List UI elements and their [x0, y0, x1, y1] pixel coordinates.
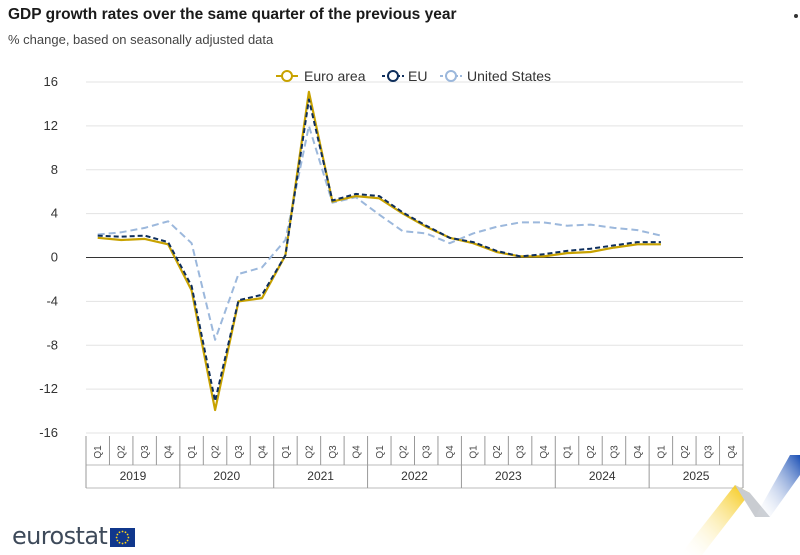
x-tick-label: Q1 [469, 445, 480, 459]
x-tick-label: Q1 [375, 445, 386, 459]
x-tick-label: Q4 [351, 445, 362, 459]
legend-label: EU [408, 68, 427, 84]
series-line-united-states [97, 124, 662, 341]
x-tick-label: Q2 [117, 445, 128, 459]
eu-flag-icon [110, 527, 136, 547]
x-tick-label: Q3 [328, 445, 339, 459]
chart-subtitle: % change, based on seasonally adjusted d… [8, 32, 274, 47]
line-chart: 16 12 8 4 0 -4 -8 -12 -16 Q1 Q2 Q3 Q4 Q1 Q2 Q3 Q4 Q1 Q2 Q3 Q… [39, 68, 744, 489]
year-label: 2024 [589, 469, 616, 483]
chart-menu-icon[interactable] [794, 14, 798, 18]
y-tick-label: 8 [51, 162, 58, 177]
x-tick-label: Q1 [656, 445, 667, 459]
x-tick-label: Q4 [539, 445, 550, 459]
x-tick-label: Q4 [445, 445, 456, 459]
x-tick-label: Q1 [563, 445, 574, 459]
year-label: 2019 [120, 469, 147, 483]
x-tick-label: Q1 [281, 445, 292, 459]
x-tick-label: Q4 [164, 445, 175, 459]
x-tick-label: Q2 [398, 445, 409, 459]
legend-label: Euro area [304, 68, 366, 84]
y-tick-label: -8 [46, 337, 58, 352]
x-tick-label: Q2 [304, 445, 315, 459]
year-label: 2022 [401, 469, 428, 483]
year-label: 2023 [495, 469, 522, 483]
y-tick-label: 16 [44, 74, 58, 89]
x-tick-label: Q3 [422, 445, 433, 459]
eurostat-logo[interactable]: eurostat [12, 522, 136, 550]
y-tick-label: 12 [44, 118, 58, 133]
x-tick-label: Q4 [257, 445, 268, 459]
y-tick-label: -12 [39, 381, 58, 396]
x-tick-label: Q2 [492, 445, 503, 459]
logo-text: eurostat [12, 522, 108, 550]
y-tick-label: 0 [51, 250, 58, 265]
series-line-euro-area [97, 90, 661, 412]
decorative-ribbon [680, 455, 800, 555]
year-label: 2020 [213, 469, 240, 483]
x-tick-label: Q3 [703, 445, 714, 459]
x-tick-label: Q3 [516, 445, 527, 459]
x-tick-label: Q3 [609, 445, 620, 459]
x-tick-label: Q1 [187, 445, 198, 459]
legend-label: United States [467, 68, 551, 84]
x-tick-label: Q3 [140, 445, 151, 459]
x-tick-label: Q2 [680, 445, 691, 459]
legend-marker [387, 70, 399, 82]
chart-title: GDP growth rates over the same quarter o… [8, 6, 457, 23]
y-tick-label: -16 [39, 425, 58, 440]
year-label: 2021 [307, 469, 334, 483]
x-tick-label: Q2 [586, 445, 597, 459]
legend-marker [281, 70, 293, 82]
y-tick-label: 4 [51, 206, 58, 221]
x-tick-label: Q4 [633, 445, 644, 459]
year-label: 2025 [683, 469, 710, 483]
x-tick-label: Q4 [727, 445, 738, 459]
x-tick-label: Q3 [234, 445, 245, 459]
legend-marker [445, 70, 457, 82]
x-tick-label: Q2 [211, 445, 222, 459]
series-line-eu [97, 98, 661, 403]
x-tick-label: Q1 [93, 445, 104, 459]
y-tick-label: -4 [46, 293, 58, 308]
